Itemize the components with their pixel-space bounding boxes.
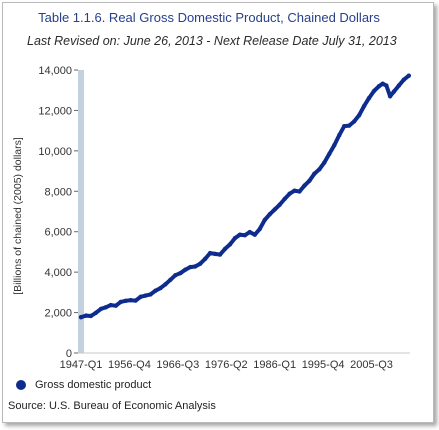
data-point xyxy=(123,298,128,303)
data-point xyxy=(108,302,114,308)
data-point xyxy=(297,189,302,194)
data-point xyxy=(198,261,203,266)
chart-panel: Table 1.1.6. Real Gross Domestic Product… xyxy=(2,2,434,423)
data-point xyxy=(292,188,297,193)
y-tick-label: 12,000 xyxy=(38,105,72,117)
data-point xyxy=(272,207,277,212)
data-point xyxy=(103,305,109,310)
data-point xyxy=(237,232,243,237)
y-tick-label: 14,000 xyxy=(38,65,72,77)
data-point xyxy=(327,151,332,157)
y-tick-label: 4,000 xyxy=(44,267,72,279)
data-point xyxy=(217,252,223,257)
y-tick-label: 2,000 xyxy=(44,308,72,320)
data-point xyxy=(252,232,257,237)
data-point xyxy=(133,298,138,303)
data-point xyxy=(317,167,322,172)
data-point xyxy=(158,285,163,291)
data-point xyxy=(242,233,248,238)
data-point xyxy=(371,88,377,94)
data-point xyxy=(148,292,153,297)
data-point xyxy=(401,77,406,82)
data-point xyxy=(302,183,307,188)
source-note: Source: U.S. Bureau of Economic Analysis xyxy=(8,400,216,412)
y-axis-label: [Billions of chained (2005) dollars] xyxy=(12,137,24,295)
data-point xyxy=(203,256,208,261)
data-point xyxy=(380,81,385,86)
y-tick-label: 8,000 xyxy=(44,186,72,198)
data-point xyxy=(93,310,99,315)
x-tick-label: 1966-Q3 xyxy=(156,359,199,371)
data-point xyxy=(262,217,267,223)
data-point xyxy=(267,212,272,217)
data-point xyxy=(98,306,104,312)
data-point xyxy=(406,73,411,78)
data-point xyxy=(173,273,178,278)
data-point xyxy=(178,271,183,276)
data-point xyxy=(287,191,292,196)
data-point xyxy=(257,226,262,232)
data-point xyxy=(78,315,84,320)
data-point xyxy=(193,264,198,269)
data-point xyxy=(118,299,123,305)
data-point xyxy=(277,202,282,207)
x-tick-label: 1986-Q1 xyxy=(253,359,296,371)
data-point xyxy=(232,236,238,241)
data-point xyxy=(376,84,382,89)
data-point xyxy=(396,83,401,88)
chart-subtitle: Last Revised on: June 26, 2013 - Next Re… xyxy=(27,34,397,48)
data-point xyxy=(337,133,342,138)
y-tick-label: 10,000 xyxy=(38,146,72,158)
data-point xyxy=(138,294,143,299)
data-point xyxy=(307,178,312,183)
data-point xyxy=(128,298,133,303)
x-tick-label: 2005-Q3 xyxy=(350,359,393,371)
data-point xyxy=(207,250,213,256)
data-point xyxy=(168,277,173,282)
data-point xyxy=(183,267,188,272)
data-point xyxy=(322,160,327,165)
data-point xyxy=(312,171,317,176)
y-tick-label: 6,000 xyxy=(44,227,72,239)
y-tick-label: 0 xyxy=(66,348,72,360)
line-chart: [Billions of chained (2005) dollars] 0 2,… xyxy=(12,65,411,371)
data-point xyxy=(83,313,89,318)
data-point xyxy=(361,103,367,109)
data-point xyxy=(347,123,352,128)
data-point xyxy=(282,196,287,202)
data-point xyxy=(351,119,357,124)
y-axis-bar xyxy=(78,70,84,353)
data-point xyxy=(391,89,397,94)
legend: Gross domestic product xyxy=(16,379,151,391)
data-point xyxy=(212,251,218,257)
data-point xyxy=(163,282,168,287)
data-point xyxy=(366,95,372,101)
data-point xyxy=(222,246,228,252)
data-point xyxy=(247,229,252,235)
data-point xyxy=(227,242,233,247)
legend-label: Gross domestic product xyxy=(35,379,152,391)
x-tick-label: 1976-Q2 xyxy=(205,359,248,371)
chart-title: Table 1.1.6. Real Gross Domestic Product… xyxy=(38,10,380,25)
x-tick-label: 1995-Q4 xyxy=(302,359,345,371)
data-point xyxy=(143,293,148,298)
data-point xyxy=(356,113,362,118)
legend-marker xyxy=(16,380,26,390)
data-point xyxy=(113,303,119,308)
x-tick-label: 1956-Q4 xyxy=(108,359,151,371)
data-point xyxy=(342,124,347,129)
x-tick-label: 1947-Q1 xyxy=(60,359,103,371)
data-point xyxy=(88,313,94,319)
series-line-gdp xyxy=(79,73,411,320)
data-point xyxy=(387,94,393,99)
data-point xyxy=(153,288,158,293)
data-point xyxy=(188,264,193,270)
data-point xyxy=(332,143,337,148)
data-point xyxy=(384,83,389,88)
